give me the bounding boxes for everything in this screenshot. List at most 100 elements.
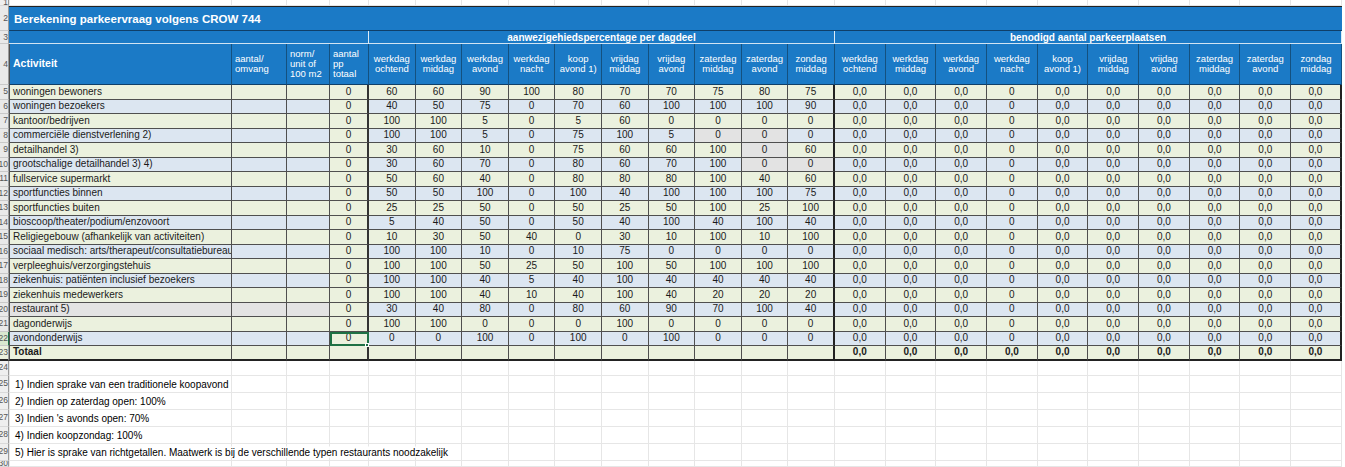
cell-percentage[interactable]: 50: [462, 216, 509, 231]
cell-total-norm[interactable]: [287, 346, 330, 361]
cell-norm[interactable]: [287, 259, 330, 274]
cell-needed-total[interactable]: 0,0: [835, 346, 886, 361]
cell-needed[interactable]: 0: [987, 245, 1038, 260]
cell-percentage[interactable]: 75: [788, 187, 835, 202]
cell-needed[interactable]: 0,0: [1088, 216, 1139, 231]
cell-percentage[interactable]: 0: [788, 158, 835, 173]
cell-needed[interactable]: 0,0: [1240, 114, 1291, 129]
cell-needed[interactable]: 0: [987, 317, 1038, 332]
cell-needed[interactable]: 0,0: [1038, 114, 1089, 129]
cell-activity[interactable]: sportfuncties binnen: [9, 187, 232, 202]
cell-needed[interactable]: 0,0: [1088, 303, 1139, 318]
cell-percentage[interactable]: 25: [369, 201, 416, 216]
cell-percentage[interactable]: 80: [555, 303, 602, 318]
cell-percentage[interactable]: 20: [695, 288, 742, 303]
cell-percentage[interactable]: 5: [462, 114, 509, 129]
cell-needed[interactable]: 0,0: [1240, 201, 1291, 216]
cell-needed[interactable]: 0,0: [1139, 332, 1190, 347]
cell-needed[interactable]: 0,0: [1088, 85, 1139, 100]
cell-aantal-pp-totaal[interactable]: 0: [330, 274, 369, 289]
cell-norm[interactable]: [287, 172, 330, 187]
cell-percentage[interactable]: 100: [369, 274, 416, 289]
cell-percentage[interactable]: 100: [788, 259, 835, 274]
cell-percentage[interactable]: 40: [788, 274, 835, 289]
cell-needed[interactable]: 0,0: [936, 158, 987, 173]
cell-percentage[interactable]: 100: [695, 187, 742, 202]
footnote-text[interactable]: 4) Indien koopzondag: 100%: [12, 430, 145, 441]
cell-percentage[interactable]: 40: [509, 230, 556, 245]
cell-percentage[interactable]: 60: [602, 158, 649, 173]
cell-percentage[interactable]: 25: [416, 201, 463, 216]
cell-needed[interactable]: 0,0: [835, 158, 886, 173]
cell-percentage[interactable]: 100: [695, 143, 742, 158]
cell-needed[interactable]: 0: [987, 85, 1038, 100]
cell-needed[interactable]: 0,0: [886, 85, 937, 100]
row-number[interactable]: 25: [0, 376, 9, 393]
cell-needed[interactable]: 0,0: [1240, 158, 1291, 173]
blank-header-cell[interactable]: [9, 31, 369, 44]
cell-needed[interactable]: 0,0: [1190, 303, 1241, 318]
cell-needed[interactable]: 0,0: [1240, 143, 1291, 158]
cell-needed[interactable]: 0,0: [886, 143, 937, 158]
cell-activity[interactable]: woningen bezoekers: [9, 100, 232, 115]
cell-percentage[interactable]: 100: [695, 100, 742, 115]
row-number[interactable]: 28: [0, 427, 9, 444]
cell-aantal-omvang[interactable]: [232, 85, 287, 100]
cell-percentage[interactable]: 100: [695, 158, 742, 173]
cell-norm[interactable]: [287, 274, 330, 289]
cell-total-pp[interactable]: [330, 346, 369, 361]
cell-percentage[interactable]: 75: [695, 85, 742, 100]
cell-norm[interactable]: [287, 303, 330, 318]
row-number[interactable]: 20: [0, 303, 9, 318]
cell-percentage[interactable]: 40: [788, 303, 835, 318]
cell-needed[interactable]: 0: [987, 274, 1038, 289]
cell-percentage[interactable]: 0: [509, 114, 556, 129]
cell-needed[interactable]: 0,0: [1038, 230, 1089, 245]
column-header-needed[interactable]: koop avond 1): [1038, 44, 1089, 85]
cell-needed[interactable]: 0,0: [1139, 230, 1190, 245]
cell-needed[interactable]: 0,0: [1139, 158, 1190, 173]
cell-needed[interactable]: 0,0: [1088, 114, 1139, 129]
column-header-percentage[interactable]: vrijdag avond: [649, 44, 696, 85]
cell-aantal-omvang[interactable]: [232, 100, 287, 115]
column-header-needed[interactable]: vrijdag avond: [1139, 44, 1190, 85]
cell-needed[interactable]: 0,0: [835, 114, 886, 129]
cell-percentage[interactable]: 0: [462, 317, 509, 332]
cell-aantal-pp-totaal[interactable]: 0: [330, 129, 369, 144]
cell-needed-total[interactable]: 0,0: [1088, 346, 1139, 361]
cell-aantal-pp-totaal[interactable]: 0: [330, 317, 369, 332]
cell-needed[interactable]: 0,0: [1190, 274, 1241, 289]
cell-needed[interactable]: 0,0: [1088, 172, 1139, 187]
cell-needed[interactable]: 0,0: [1190, 230, 1241, 245]
cell-needed[interactable]: 0,0: [1291, 317, 1342, 332]
cell-percentage[interactable]: 50: [416, 187, 463, 202]
cell-needed[interactable]: 0,0: [1139, 288, 1190, 303]
cell-needed[interactable]: 0,0: [835, 332, 886, 347]
cell-needed[interactable]: 0,0: [835, 187, 886, 202]
cell-needed[interactable]: 0,0: [936, 129, 987, 144]
cell-needed[interactable]: 0,0: [936, 201, 987, 216]
cell-needed[interactable]: 0,0: [835, 274, 886, 289]
fill-handle[interactable]: [365, 343, 369, 347]
cell-needed[interactable]: 0,0: [1038, 85, 1089, 100]
cell-aantal-omvang[interactable]: [232, 303, 287, 318]
cell-needed[interactable]: 0,0: [1038, 216, 1089, 231]
sheet-title-cell[interactable]: Berekening parkeervraag volgens CROW 744: [9, 6, 1342, 31]
cell-percentage[interactable]: 90: [788, 100, 835, 115]
cell-percentage[interactable]: 10: [555, 245, 602, 260]
cell-needed[interactable]: 0: [987, 129, 1038, 144]
cell-percentage[interactable]: 10: [649, 230, 696, 245]
cell-needed[interactable]: 0,0: [1190, 85, 1241, 100]
row-number[interactable]: 17: [0, 259, 9, 274]
cell-needed[interactable]: 0,0: [936, 274, 987, 289]
cell-aantal-pp-totaal[interactable]: 0: [330, 332, 369, 347]
cell-needed[interactable]: 0,0: [1240, 303, 1291, 318]
cell-percentage[interactable]: 25: [509, 259, 556, 274]
cell-needed[interactable]: 0,0: [886, 274, 937, 289]
cell-percentage[interactable]: 0: [369, 332, 416, 347]
cell-percentage[interactable]: 40: [416, 303, 463, 318]
cell-needed[interactable]: 0,0: [1139, 201, 1190, 216]
cell-percentage[interactable]: 0: [509, 317, 556, 332]
cell-percentage[interactable]: 100: [369, 114, 416, 129]
cell-percentage[interactable]: 40: [742, 172, 789, 187]
